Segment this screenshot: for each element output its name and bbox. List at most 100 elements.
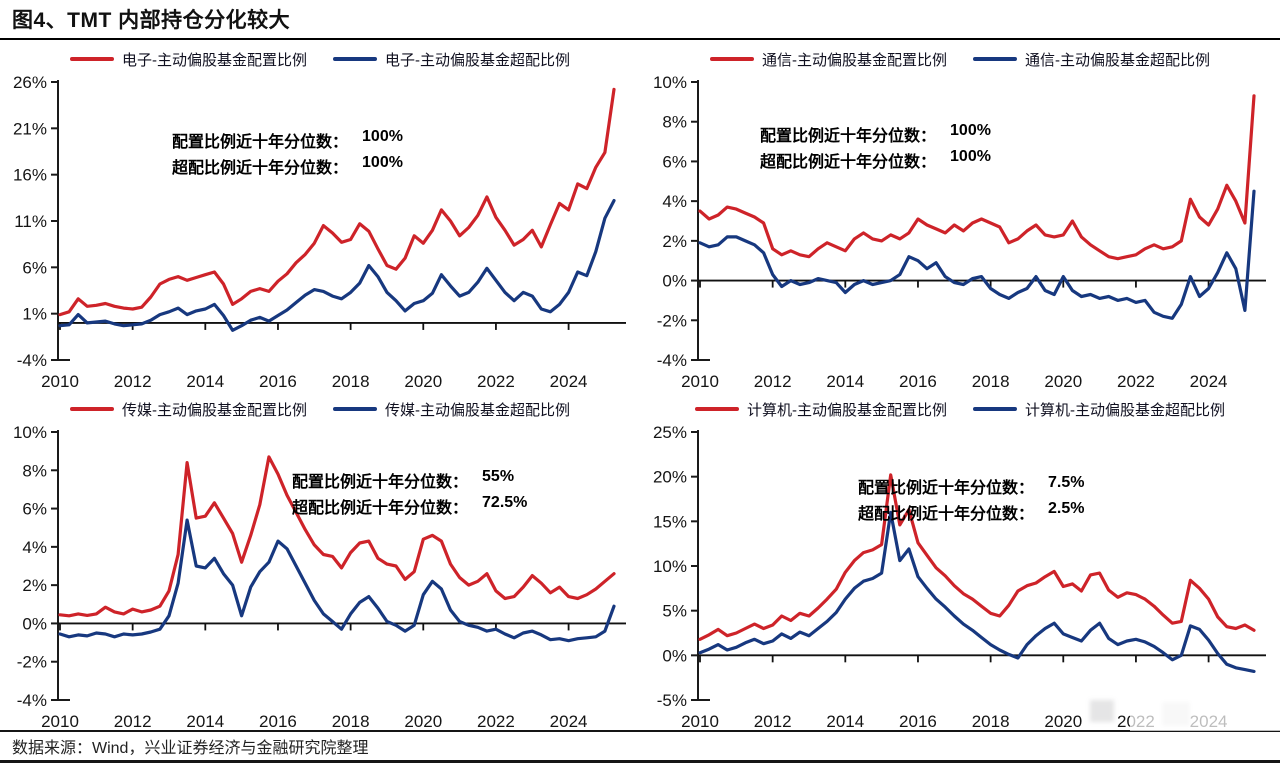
x-tick-label: 2010 bbox=[681, 372, 719, 391]
panel-telecom: 通信-主动偏股基金配置比例 通信-主动偏股基金超配比例 10% 8% 6% 4% 2% 0… bbox=[640, 40, 1280, 391]
y-tick-label: 2% bbox=[22, 576, 47, 595]
y-tick-label: 1% bbox=[22, 305, 47, 324]
x-tick-label: 2014 bbox=[186, 712, 224, 731]
annotation-label: 超配比例近十年分位数： bbox=[760, 154, 937, 171]
x-tick-label: 2024 bbox=[550, 712, 588, 731]
legend-electronics: 电子-主动偏股基金配置比例 电子-主动偏股基金超配比例 bbox=[0, 40, 640, 72]
y-tick-label: 16% bbox=[13, 166, 47, 185]
series-line-overweight bbox=[698, 510, 1256, 673]
x-tick-label: 2016 bbox=[259, 372, 297, 391]
y-tick-label: 2% bbox=[662, 232, 687, 251]
y-tick-label: 10% bbox=[13, 423, 47, 442]
legend-label: 通信-主动偏股基金超配比例 bbox=[1025, 51, 1210, 69]
y-tick-label: 15% bbox=[653, 512, 687, 531]
annotation-value: 2.5% bbox=[1048, 500, 1085, 517]
figure-header: 图4、TMT 内部持仓分化较大 bbox=[0, 0, 1280, 40]
x-tick-label: 2010 bbox=[681, 712, 719, 731]
legend-label: 电子-主动偏股基金配置比例 bbox=[122, 51, 307, 69]
y-tick-label: 6% bbox=[22, 500, 47, 519]
annotation-value: 72.5% bbox=[482, 494, 528, 511]
legend-computer: 计算机-主动偏股基金配置比例 计算机-主动偏股基金超配比例 bbox=[640, 390, 1280, 422]
y-tick-label: 8% bbox=[22, 461, 47, 480]
x-tick-label: 2014 bbox=[826, 372, 864, 391]
annotation-label: 超配比例近十年分位数： bbox=[858, 506, 1035, 523]
annotation-label: 配置比例近十年分位数： bbox=[172, 134, 349, 151]
legend-telecom: 通信-主动偏股基金配置比例 通信-主动偏股基金超配比例 bbox=[640, 40, 1280, 72]
x-tick-label: 2020 bbox=[1044, 372, 1082, 391]
series-line-allocation bbox=[58, 87, 616, 317]
annotation-value: 100% bbox=[362, 128, 403, 145]
annotation-value: 55% bbox=[482, 468, 515, 485]
y-tick-label: -4% bbox=[17, 691, 47, 710]
x-tick-label: 2014 bbox=[826, 712, 864, 731]
series-line-overweight bbox=[58, 518, 616, 643]
series-line-overweight bbox=[58, 199, 616, 332]
legend-label: 电子-主动偏股基金超配比例 bbox=[385, 51, 570, 69]
x-tick-label: 2018 bbox=[972, 372, 1010, 391]
annotation-computer: 配置比例近十年分位数： 7.5% 超配比例近十年分位数： 2.5% bbox=[858, 474, 1084, 524]
charts-grid: 电子-主动偏股基金配置比例 电子-主动偏股基金超配比例 26% 21% 16% 11%… bbox=[0, 40, 1280, 731]
x-tick-label: 2022 bbox=[477, 712, 515, 731]
x-tick-label: 2012 bbox=[114, 372, 152, 391]
annotation-telecom: 配置比例近十年分位数： 100% 超配比例近十年分位数： 100% bbox=[760, 122, 991, 172]
blue-line-swatch bbox=[333, 57, 377, 61]
x-tick-label: 2022 bbox=[1117, 372, 1155, 391]
chart-telecom: 10% 8% 6% 4% 2% 0% -2% -4% 2010 2012 2014 2016 2018 2… bbox=[653, 73, 1266, 391]
panel-electronics: 电子-主动偏股基金配置比例 电子-主动偏股基金超配比例 26% 21% 16% 11%… bbox=[0, 40, 640, 391]
y-tick-label: 20% bbox=[653, 468, 687, 487]
chart-electronics: 26% 21% 16% 11% 6% 1% -4% 2010 2012 2014 2016 2018 2… bbox=[13, 73, 626, 391]
figure-title: 图4、TMT 内部持仓分化较大 bbox=[12, 9, 291, 32]
y-tick-label: 8% bbox=[662, 113, 687, 132]
y-tick-label: 4% bbox=[22, 538, 47, 557]
y-tick-label: -4% bbox=[657, 351, 687, 370]
annotation-value: 7.5% bbox=[1048, 474, 1085, 491]
y-tick-label: 0% bbox=[22, 614, 47, 633]
red-line-swatch bbox=[710, 57, 754, 61]
x-tick-label: 2012 bbox=[114, 712, 152, 731]
legend-item-alloc: 计算机-主动偏股基金配置比例 bbox=[695, 399, 947, 420]
legend-label: 传媒-主动偏股基金配置比例 bbox=[122, 401, 307, 419]
legend-label: 计算机-主动偏股基金配置比例 bbox=[747, 401, 947, 419]
panel-media: 传媒-主动偏股基金配置比例 传媒-主动偏股基金超配比例 10% 8% 6% 4% 2% 0… bbox=[0, 390, 640, 731]
legend-label: 计算机-主动偏股基金超配比例 bbox=[1025, 401, 1225, 419]
x-tick-label: 2024 bbox=[1190, 372, 1228, 391]
legend-item-alloc: 通信-主动偏股基金配置比例 bbox=[710, 49, 947, 70]
legend-media: 传媒-主动偏股基金配置比例 传媒-主动偏股基金超配比例 bbox=[0, 390, 640, 422]
y-tick-label: 21% bbox=[13, 119, 47, 138]
y-tick-label: -2% bbox=[17, 653, 47, 672]
red-line-swatch bbox=[70, 407, 114, 411]
red-line-swatch bbox=[70, 57, 114, 61]
y-tick-label: 5% bbox=[662, 602, 687, 621]
y-tick-label: 25% bbox=[653, 423, 687, 442]
y-tick-label: 26% bbox=[13, 73, 47, 92]
y-tick-label: 10% bbox=[653, 557, 687, 576]
watermark-smudge bbox=[1090, 700, 1114, 722]
legend-item-over: 通信-主动偏股基金超配比例 bbox=[973, 49, 1210, 70]
annotation-label: 配置比例近十年分位数： bbox=[760, 128, 937, 145]
x-tick-label: 2018 bbox=[332, 712, 370, 731]
x-tick-label: 2020 bbox=[404, 712, 442, 731]
blue-line-swatch bbox=[973, 57, 1017, 61]
annotation-media: 配置比例近十年分位数： 55% 超配比例近十年分位数： 72.5% bbox=[292, 468, 527, 518]
annotation-label: 配置比例近十年分位数： bbox=[858, 480, 1035, 497]
legend-item-alloc: 传媒-主动偏股基金配置比例 bbox=[70, 399, 307, 420]
x-tick-label: 2024 bbox=[550, 372, 588, 391]
x-tick-label: 2016 bbox=[899, 712, 937, 731]
y-tick-label: 6% bbox=[22, 258, 47, 277]
annotation-label: 配置比例近十年分位数： bbox=[292, 474, 469, 491]
y-tick-label: 0% bbox=[662, 646, 687, 665]
x-tick-label: 2012 bbox=[754, 712, 792, 731]
x-tick-label: 2020 bbox=[404, 372, 442, 391]
x-tick-label: 2016 bbox=[899, 372, 937, 391]
series-line-overweight bbox=[698, 189, 1256, 320]
annotation-value: 100% bbox=[950, 148, 991, 165]
red-line-swatch bbox=[695, 407, 739, 411]
series-line-allocation bbox=[58, 455, 616, 618]
legend-label: 通信-主动偏股基金配置比例 bbox=[762, 51, 947, 69]
annotation-value: 100% bbox=[362, 154, 403, 171]
legend-item-over: 计算机-主动偏股基金超配比例 bbox=[973, 399, 1225, 420]
watermark-smudge bbox=[1130, 673, 1280, 731]
x-tick-label: 2018 bbox=[332, 372, 370, 391]
x-tick-label: 2018 bbox=[972, 712, 1010, 731]
x-tick-label: 2010 bbox=[41, 372, 79, 391]
